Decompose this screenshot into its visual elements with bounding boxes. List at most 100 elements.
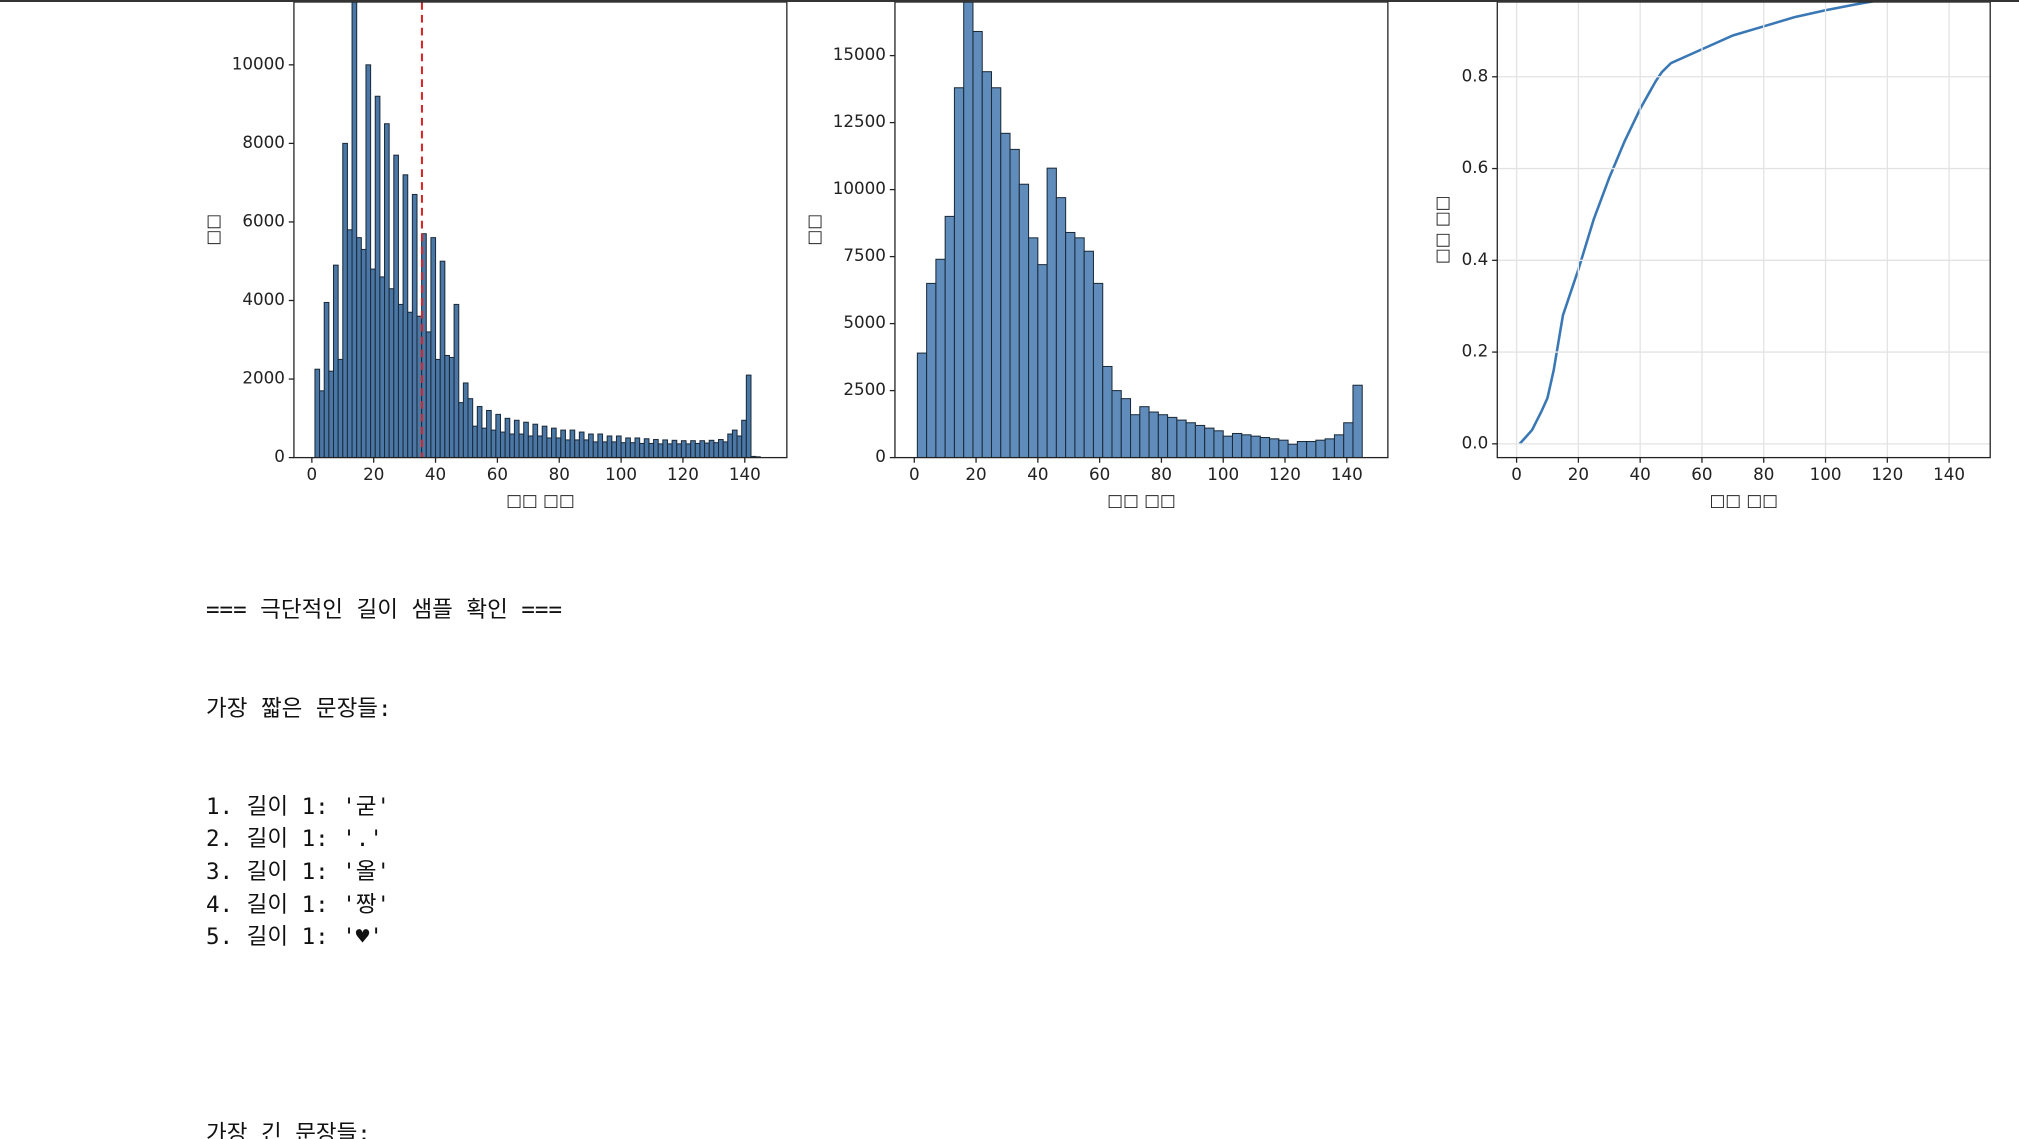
text-output: === 극단적인 길이 샘플 확인 === 가장 짧은 문장들: 1. 길이 1…	[206, 529, 1986, 1139]
y-tick-label: 0.4	[1462, 249, 1489, 269]
bar	[1148, 411, 1159, 458]
x-tick-label: 140	[1933, 464, 1965, 484]
bar	[1139, 406, 1150, 458]
bar	[972, 30, 983, 458]
bar	[1185, 422, 1196, 458]
plot-area	[1518, 2, 1877, 445]
bar	[1120, 398, 1132, 458]
bar	[953, 87, 965, 458]
y-tick-label: 10000	[232, 53, 285, 73]
x-axis-label: □□ □□	[1107, 490, 1176, 510]
bar	[444, 354, 450, 458]
bar	[499, 431, 506, 458]
output-line: 가장 긴 문장들:	[206, 1120, 371, 1139]
bar	[346, 229, 353, 458]
x-tick-label: 100	[1810, 464, 1842, 484]
x-tick-label: 140	[729, 464, 761, 484]
bar	[574, 439, 580, 458]
bar	[708, 439, 715, 458]
x-tick-label: 120	[667, 464, 699, 484]
bar	[643, 438, 650, 458]
bar	[537, 435, 543, 458]
bar	[365, 64, 372, 458]
bar	[323, 301, 330, 458]
x-tick-label: 80	[1753, 464, 1774, 484]
bar	[611, 441, 617, 458]
bar	[648, 442, 655, 458]
output-line: 1. 길이 1: '굳'	[206, 793, 391, 820]
bar	[509, 433, 515, 458]
bar	[653, 439, 659, 458]
bar	[523, 421, 529, 458]
bar	[981, 71, 993, 458]
bar	[602, 441, 608, 458]
y-tick-label: 0.2	[1462, 341, 1489, 361]
bar	[490, 429, 497, 458]
bar	[1046, 167, 1057, 458]
bar	[402, 174, 409, 458]
bar	[963, 2, 974, 458]
bar	[374, 95, 381, 458]
bar	[629, 442, 636, 458]
x-tick-label: 40	[1630, 464, 1651, 484]
bar	[551, 427, 557, 458]
y-tick-label: 15000	[833, 44, 886, 64]
bar	[916, 352, 928, 458]
y-tick-label: 0	[274, 446, 285, 466]
bar	[990, 87, 1002, 458]
y-axis-label: □□	[203, 214, 223, 246]
bar	[476, 406, 483, 458]
bar	[319, 390, 325, 458]
bar	[717, 439, 724, 458]
bar	[342, 142, 348, 458]
line	[1518, 2, 1877, 445]
bar	[634, 437, 641, 458]
bar	[1259, 436, 1271, 458]
bar	[328, 370, 335, 458]
y-tick-label: 0.0	[1462, 432, 1489, 452]
x-tick-label: 20	[1568, 464, 1589, 484]
output-line: 2. 길이 1: '.'	[206, 826, 383, 853]
bar	[486, 409, 492, 458]
bar	[1306, 441, 1317, 458]
bar	[1111, 390, 1122, 458]
bar	[462, 382, 469, 458]
bar	[332, 264, 339, 458]
bar	[1324, 438, 1335, 458]
bar	[1231, 432, 1243, 458]
output-list: 1. 길이 1: '굳' 2. 길이 1: '.' 3. 길이 1: '올' 4. 길…	[206, 791, 1986, 955]
x-tick-label: 100	[1207, 464, 1239, 484]
bar	[592, 441, 599, 458]
bar	[694, 442, 701, 458]
bar	[1102, 365, 1113, 458]
bar	[425, 331, 432, 458]
x-tick-label: 20	[363, 464, 384, 484]
bar	[926, 282, 937, 458]
bar	[564, 439, 571, 458]
bar	[481, 427, 488, 458]
bar	[1083, 250, 1094, 458]
x-tick-label: 60	[1691, 464, 1712, 484]
bar	[407, 311, 413, 458]
bar	[741, 419, 747, 458]
bar	[578, 431, 585, 458]
bar	[1092, 282, 1104, 458]
bar	[384, 123, 390, 458]
y-tick-label: 0.6	[1462, 157, 1489, 177]
axes-frame	[1496, 2, 1991, 459]
bar	[356, 237, 362, 458]
bar	[1333, 434, 1345, 458]
bar	[676, 443, 682, 458]
bar	[1037, 264, 1048, 458]
output-line: 3. 길이 1: '올'	[206, 859, 391, 886]
bar	[569, 429, 576, 458]
bar	[944, 215, 955, 458]
bar	[1296, 441, 1308, 458]
bar	[541, 425, 548, 458]
bar	[388, 288, 395, 458]
bar	[411, 193, 418, 458]
bar	[597, 433, 604, 458]
bar	[666, 443, 673, 458]
bar	[1287, 443, 1298, 458]
